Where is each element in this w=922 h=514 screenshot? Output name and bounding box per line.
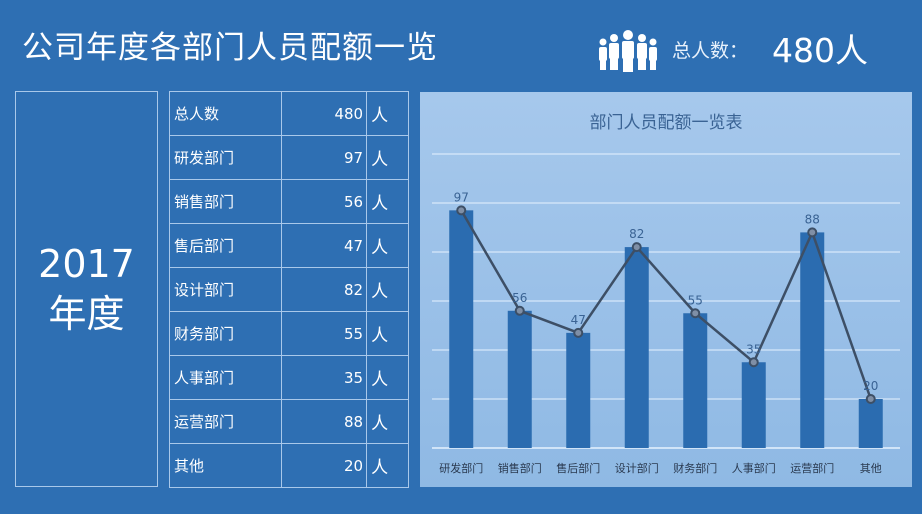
table-row: 研发部门 97 人 [169, 135, 409, 180]
bar [683, 313, 708, 448]
dept-count: 55 [280, 311, 368, 356]
data-label: 88 [805, 212, 820, 226]
x-tick-label: 人事部门 [732, 461, 776, 475]
dept-count: 480 [280, 91, 368, 136]
bar [566, 332, 591, 448]
bar [624, 247, 649, 448]
dept-name: 人事部门 [169, 355, 282, 400]
data-point [748, 357, 759, 368]
dept-name: 设计部门 [169, 267, 282, 312]
people-group-icon [599, 30, 657, 72]
dept-unit: 人 [366, 179, 409, 224]
year-suffix: 年度 [48, 292, 125, 336]
dept-count: 88 [280, 399, 368, 444]
data-point [631, 242, 642, 253]
year-box: 2017 年度 [15, 91, 158, 487]
dept-unit: 人 [366, 223, 409, 268]
data-point [573, 327, 584, 338]
table-row: 运营部门 88 人 [169, 399, 409, 444]
dept-name: 研发部门 [169, 135, 282, 180]
bar [858, 399, 883, 448]
bar [507, 310, 532, 448]
dept-unit: 人 [366, 91, 409, 136]
table-row: 总人数 480 人 [169, 91, 409, 136]
dept-count: 20 [280, 443, 368, 488]
dept-count: 47 [280, 223, 368, 268]
year-number: 2017 [38, 242, 135, 286]
dept-count: 97 [280, 135, 368, 180]
dept-unit: 人 [366, 135, 409, 180]
dept-unit: 人 [366, 267, 409, 312]
dept-name: 财务部门 [169, 311, 282, 356]
series-line [460, 209, 872, 400]
data-label: 97 [454, 190, 469, 204]
data-label: 55 [688, 293, 703, 307]
dept-count: 82 [280, 267, 368, 312]
x-tick-label: 其他 [860, 462, 882, 475]
data-point [456, 205, 467, 216]
data-point [865, 394, 876, 404]
data-point [807, 227, 818, 238]
x-tick-label: 研发部门 [439, 461, 483, 475]
dept-count: 35 [280, 355, 368, 400]
dept-name: 售后部门 [169, 223, 282, 268]
page-title: 公司年度各部门人员配额一览 [22, 30, 438, 66]
data-label: 20 [863, 379, 878, 393]
table-row: 财务部门 55 人 [169, 311, 409, 356]
x-tick-label: 售后部门 [556, 461, 600, 475]
bar [741, 362, 766, 448]
total-label: 总人数： [672, 40, 749, 62]
department-table: 总人数 480 人研发部门 97 人销售部门 56 人售后部门 47 人设计部门 82 人财务部门 5… [169, 91, 409, 488]
dept-name: 总人数 [169, 91, 282, 136]
x-tick-label: 运营部门 [790, 461, 834, 475]
x-tick-label: 设计部门 [615, 461, 659, 475]
chart-title: 部门人员配额一览表 [590, 113, 743, 133]
data-label: 35 [746, 342, 761, 356]
data-label: 56 [512, 291, 527, 305]
x-tick-label: 财务部门 [673, 461, 717, 475]
bar [800, 232, 825, 448]
data-point [690, 308, 701, 319]
dept-name: 运营部门 [169, 399, 282, 444]
dept-name: 其他 [169, 443, 282, 488]
dept-name: 销售部门 [169, 179, 282, 224]
quota-chart: 部门人员配额一览表研发部门 销售部门 售后部门 设计部门 财务部门 人事部门 运营部门 其他 9… [420, 92, 912, 487]
table-row: 人事部门 35 人 [169, 355, 409, 400]
dept-count: 56 [280, 179, 368, 224]
data-point [514, 305, 525, 316]
data-label: 47 [571, 313, 586, 327]
dept-unit: 人 [366, 355, 409, 400]
dept-unit: 人 [366, 399, 409, 444]
bar [449, 210, 474, 448]
table-row: 设计部门 82 人 [169, 267, 409, 312]
table-row: 售后部门 47 人 [169, 223, 409, 268]
dept-unit: 人 [366, 311, 409, 356]
table-row: 其他 20 人 [169, 443, 409, 488]
total-value: 480人 [772, 31, 868, 70]
table-row: 销售部门 56 人 [169, 179, 409, 224]
dept-unit: 人 [366, 443, 409, 488]
x-tick-label: 销售部门 [498, 461, 542, 475]
data-label: 82 [629, 227, 644, 241]
